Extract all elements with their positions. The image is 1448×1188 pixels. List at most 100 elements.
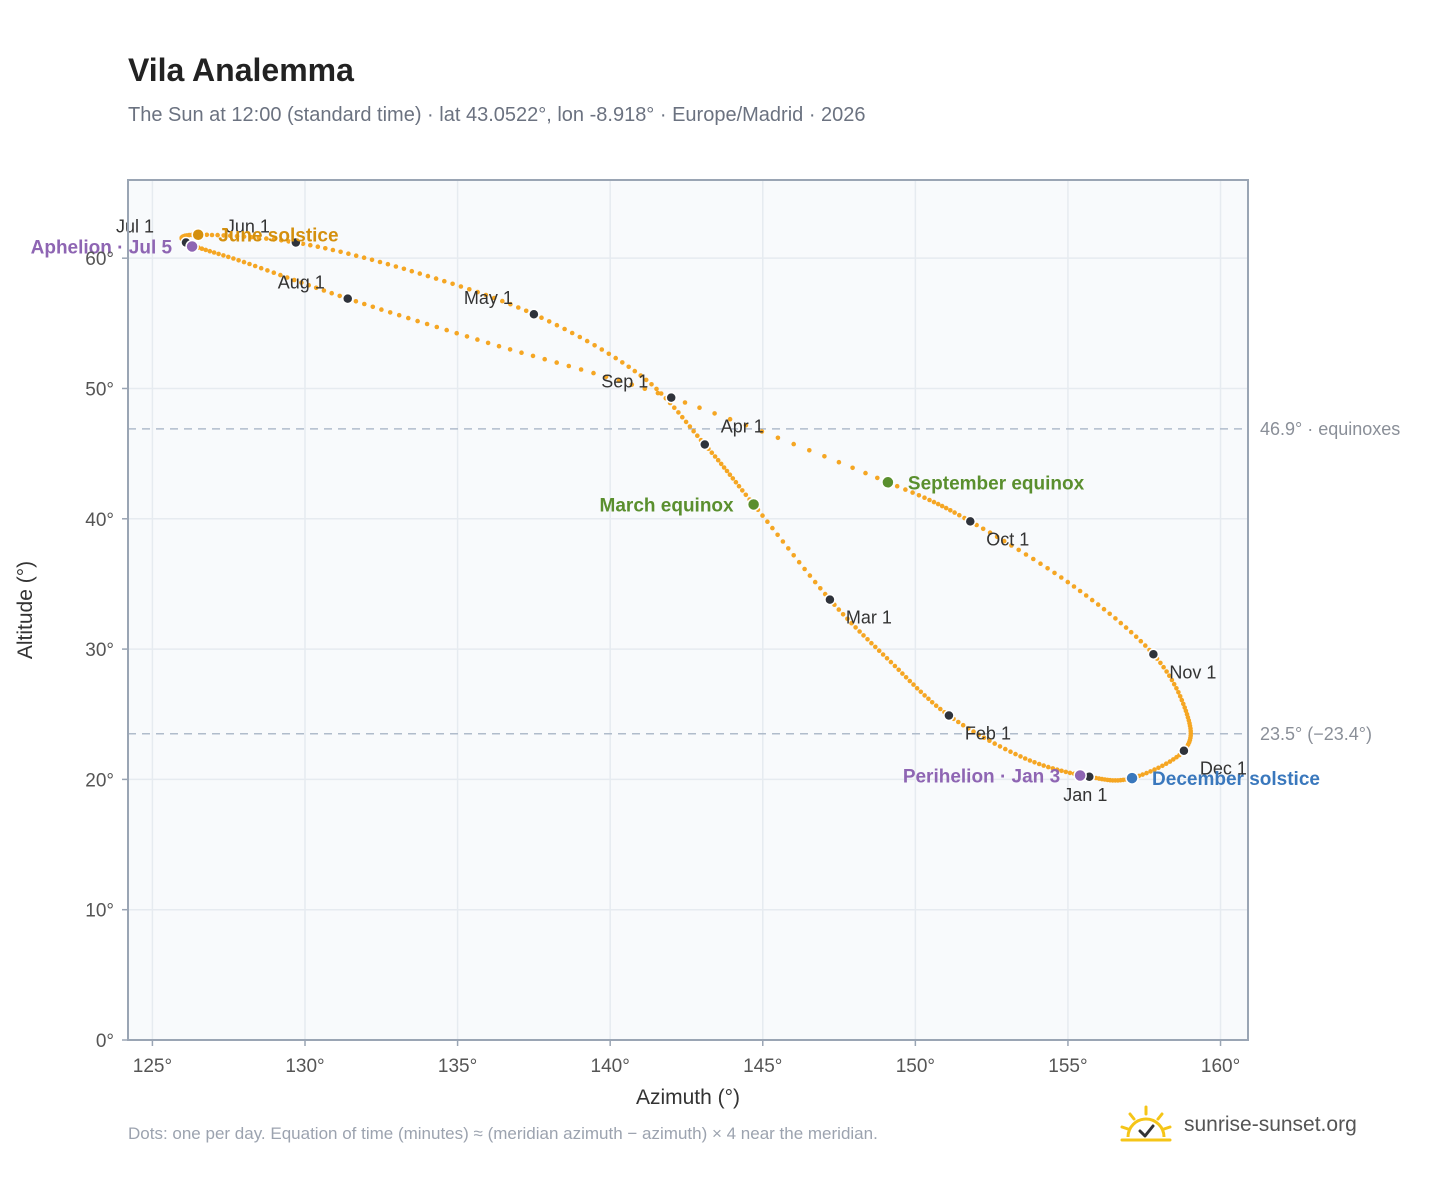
daily-sun-dot bbox=[396, 312, 402, 318]
event-marker-label: Aphelion · Jul 5 bbox=[31, 237, 173, 258]
daily-sun-dot bbox=[1164, 669, 1169, 674]
daily-sun-dot bbox=[1095, 602, 1101, 607]
month-marker-label: Nov 1 bbox=[1169, 662, 1216, 682]
daily-sun-dot bbox=[929, 700, 935, 705]
daily-sun-dot bbox=[933, 703, 939, 708]
daily-sun-dot bbox=[496, 343, 502, 349]
x-axis-title: Azimuth (°) bbox=[636, 1086, 740, 1109]
daily-sun-dot bbox=[1179, 697, 1185, 703]
daily-sun-dot bbox=[687, 424, 693, 429]
brand-link[interactable]: sunrise-sunset.org bbox=[1120, 1100, 1357, 1150]
daily-sun-dot bbox=[960, 722, 966, 728]
plot-frame bbox=[127, 179, 1249, 1041]
daily-sun-dot bbox=[721, 465, 727, 470]
daily-sun-dot bbox=[330, 247, 336, 253]
daily-sun-dot bbox=[691, 428, 696, 434]
daily-sun-dot bbox=[199, 246, 205, 251]
daily-sun-dot bbox=[863, 470, 868, 476]
event-marker-label: December solstice bbox=[1152, 769, 1320, 790]
reference-lines: 46.9° · equinoxes 23.5° (−23.4°) bbox=[128, 419, 1400, 744]
daily-sun-dot bbox=[475, 337, 480, 342]
y-tick-label: 20° bbox=[85, 770, 114, 791]
daily-sun-dot bbox=[286, 239, 291, 244]
daily-sun-dot bbox=[1156, 765, 1161, 771]
daily-sun-dot bbox=[227, 233, 233, 238]
daily-sun-dot bbox=[516, 305, 521, 310]
daily-sun-dot bbox=[1171, 757, 1176, 762]
daily-sun-dot bbox=[1083, 593, 1089, 598]
daily-sun-dot bbox=[315, 244, 321, 249]
daily-sun-dot bbox=[584, 338, 590, 344]
daily-sun-dot bbox=[387, 310, 393, 315]
month-marker-label: Mar 1 bbox=[846, 608, 892, 628]
daily-sun-dot bbox=[957, 512, 962, 518]
daily-sun-dot bbox=[454, 330, 460, 336]
daily-sun-dot bbox=[393, 264, 399, 269]
daily-sun-dot bbox=[271, 237, 277, 242]
daily-sun-dot bbox=[1052, 570, 1057, 576]
daily-sun-dot bbox=[1059, 768, 1064, 774]
axes: 125° 130° 135° 140° 145° 150° 155° 160° 0° 10° 20°… bbox=[14, 179, 1249, 1109]
daily-sun-dot bbox=[796, 559, 802, 565]
daily-sun-dot bbox=[508, 301, 513, 307]
daily-sun-dot bbox=[629, 382, 635, 387]
plot-area bbox=[128, 180, 1248, 1040]
daily-sun-dot bbox=[284, 275, 290, 280]
event-marker-dot bbox=[191, 227, 205, 242]
daily-sun-dot bbox=[730, 476, 736, 481]
daily-sun-dot bbox=[241, 259, 247, 265]
daily-sun-dot bbox=[880, 652, 886, 657]
daily-sun-dot bbox=[1160, 763, 1165, 769]
daily-sun-dot bbox=[1045, 566, 1050, 571]
daily-sun-dot bbox=[1140, 772, 1145, 777]
daily-sun-dot bbox=[884, 656, 890, 661]
daily-sun-dot bbox=[546, 319, 552, 324]
event-markers: June solstice Aphelion · Jul 5 March equin… bbox=[31, 226, 1320, 790]
daily-sun-dot bbox=[485, 340, 491, 346]
daily-sun-dot bbox=[1174, 686, 1179, 691]
daily-sun-dot bbox=[606, 351, 612, 357]
daily-sun-dot bbox=[836, 459, 842, 465]
daily-sun-dot bbox=[415, 318, 420, 324]
daily-sun-dot bbox=[554, 322, 560, 328]
daily-sun-dot bbox=[1032, 760, 1037, 765]
event-marker-dot bbox=[1073, 768, 1087, 783]
daily-sun-dot bbox=[994, 534, 1000, 540]
daily-sun-dot bbox=[997, 744, 1003, 749]
daily-sun-dot bbox=[1089, 597, 1095, 603]
brand-text[interactable]: sunrise-sunset.org bbox=[1184, 1113, 1357, 1136]
month-marker-dot bbox=[824, 593, 836, 606]
daily-sun-dot bbox=[857, 629, 862, 634]
daily-sun-dot bbox=[467, 287, 472, 292]
daily-sun-dot bbox=[1144, 770, 1149, 776]
daily-sun-dot bbox=[632, 368, 638, 374]
x-tick-label: 125° bbox=[133, 1056, 172, 1077]
daily-sun-dot bbox=[1167, 673, 1172, 678]
daily-sun-dot bbox=[542, 356, 547, 362]
plot-background bbox=[128, 180, 1248, 1040]
daily-sun-dot bbox=[1016, 547, 1021, 553]
daily-sun-dot bbox=[433, 276, 439, 281]
daily-sun-dot bbox=[204, 232, 210, 238]
daily-sun-dot bbox=[1003, 746, 1008, 752]
daily-sun-dot bbox=[770, 525, 775, 531]
daily-sun-dot bbox=[791, 553, 796, 558]
event-marker-label: Perihelion · Jan 3 bbox=[903, 766, 1060, 787]
daily-sun-dot bbox=[207, 248, 213, 254]
daily-sun-dot bbox=[1036, 761, 1042, 767]
daily-sun-dot bbox=[353, 253, 359, 258]
month-marker-label: Dec 1 bbox=[1200, 759, 1247, 779]
x-tick-label: 155° bbox=[1048, 1056, 1087, 1077]
month-marker-label: Oct 1 bbox=[986, 529, 1029, 549]
daily-sun-dot bbox=[231, 256, 236, 261]
daily-sun-dot bbox=[894, 483, 900, 489]
y-tick-label: 40° bbox=[85, 510, 114, 531]
daily-sun-dot bbox=[1161, 664, 1166, 670]
daily-sun-dot bbox=[603, 374, 609, 380]
daily-sun-dot bbox=[1107, 611, 1112, 617]
y-tick-label: 10° bbox=[85, 901, 114, 922]
month-marker-dot bbox=[341, 292, 354, 305]
daily-sun-dot bbox=[370, 304, 376, 310]
daily-sun-dot bbox=[475, 289, 480, 295]
daily-sun-dot bbox=[712, 454, 718, 459]
